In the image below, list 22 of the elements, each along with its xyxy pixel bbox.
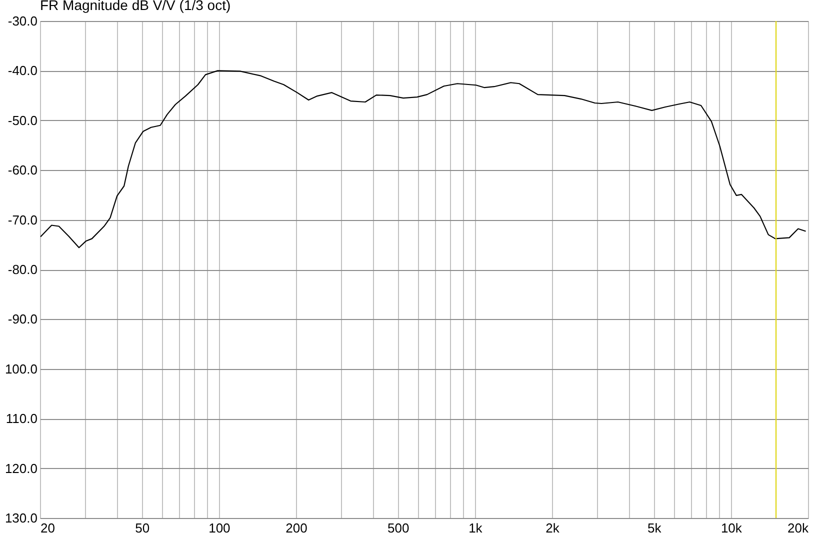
y-tick-label: -60.0 <box>8 162 38 178</box>
x-tick-label: 2k <box>546 520 560 536</box>
chart-title: FR Magnitude dB V/V (1/3 oct) <box>40 0 231 13</box>
y-tick-label: -40.0 <box>8 63 38 78</box>
x-tick-label: 1k <box>468 520 483 536</box>
y-tick-label: -30.0 <box>8 14 38 28</box>
x-tick-label: 20 <box>40 520 55 536</box>
x-tick-label: 5k <box>648 520 662 536</box>
y-tick-label: 100.0 <box>4 361 38 376</box>
y-tick-label: -80.0 <box>8 262 38 277</box>
x-tick-label: 20k <box>788 520 809 536</box>
y-tick-label: 120.0 <box>4 460 38 476</box>
y-tick-label: 130.0 <box>4 510 38 526</box>
x-tick-label: 10k <box>720 520 742 536</box>
x-tick-label: 100 <box>208 520 230 536</box>
x-tick-label: 50 <box>135 520 150 536</box>
y-tick-label: 110.0 <box>6 411 38 426</box>
x-tick-label: 200 <box>286 520 308 536</box>
y-tick-label: -50.0 <box>8 112 38 128</box>
y-tick-label: -90.0 <box>8 312 38 327</box>
y-tick-label: -70.0 <box>8 212 38 228</box>
x-tick-label: 500 <box>388 520 410 536</box>
